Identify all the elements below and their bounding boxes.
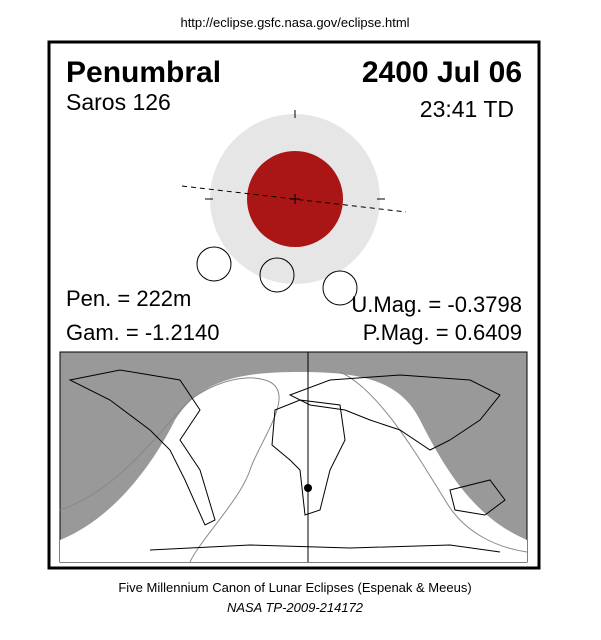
penumbral-magnitude: P.Mag. = 0.6409 xyxy=(363,320,522,345)
eurasia xyxy=(288,374,501,451)
pen-duration: Pen. = 222m xyxy=(66,286,191,311)
footer-credit: Five Millennium Canon of Lunar Eclipses … xyxy=(118,580,471,595)
contact-curve xyxy=(339,371,528,553)
australia xyxy=(449,479,506,516)
moon xyxy=(259,257,295,293)
contact-curve xyxy=(59,377,280,563)
antarctica xyxy=(149,544,501,553)
saros: Saros 126 xyxy=(66,89,171,115)
visibility-region xyxy=(60,372,527,562)
eclipse-time: 23:41 TD xyxy=(420,96,514,122)
americas xyxy=(68,369,216,526)
gamma: Gam. = -1.2140 xyxy=(66,320,219,345)
umbral-magnitude: U.Mag. = -0.3798 xyxy=(351,292,522,317)
moon xyxy=(196,246,232,282)
footer-reference: NASA TP-2009-214172 xyxy=(227,600,364,615)
eclipse-date: 2400 Jul 06 xyxy=(362,56,522,89)
world-map xyxy=(59,351,528,563)
url: http://eclipse.gsfc.nasa.gov/eclipse.htm… xyxy=(180,15,409,30)
africa xyxy=(271,399,346,516)
eclipse-diagram xyxy=(181,110,407,306)
eclipse-type: Penumbral xyxy=(66,56,221,89)
moon xyxy=(322,270,358,306)
greatest-eclipse-point xyxy=(304,484,312,492)
